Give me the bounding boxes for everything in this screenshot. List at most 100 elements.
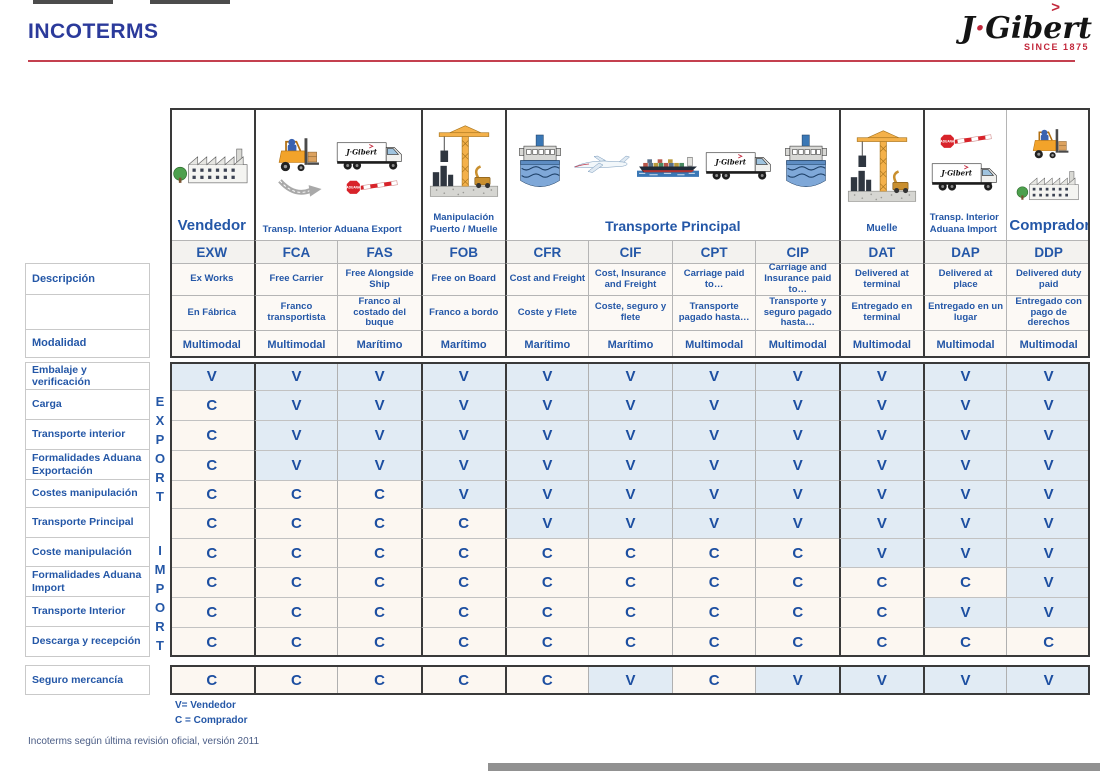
row-label: Descarga y recepción bbox=[25, 627, 150, 657]
matrix-cell: V bbox=[922, 597, 1007, 627]
matrix-cell: C bbox=[755, 627, 840, 657]
matrix-cell: C bbox=[337, 480, 421, 508]
matrix-cell: V bbox=[588, 665, 672, 695]
name-es-cell: Transporte y seguro pagado hasta… bbox=[755, 295, 840, 330]
matrix-cell: V bbox=[839, 665, 923, 695]
matrix-cell: V bbox=[504, 450, 589, 480]
descripcion-label: Descripción bbox=[25, 263, 150, 295]
header-group-label: Transp. Interior Aduana Import bbox=[929, 212, 999, 235]
header-group-icons bbox=[1007, 108, 1090, 216]
header-group-icons bbox=[841, 108, 923, 222]
header-group-icons bbox=[256, 108, 421, 223]
header-group-icons bbox=[925, 108, 1007, 211]
row-label: Transporte interior bbox=[25, 420, 150, 450]
matrix-cell: V bbox=[922, 450, 1007, 480]
header-group: Muelle bbox=[839, 108, 923, 240]
matrix-cell: C bbox=[170, 508, 254, 538]
matrix-cell: V bbox=[588, 420, 672, 450]
crane-icon bbox=[429, 113, 499, 211]
header-group: Transp. Interior Aduana Export bbox=[253, 108, 421, 240]
scan-artifact bbox=[488, 763, 1100, 771]
name-en-cell: Cost, Insurance and Freight bbox=[588, 263, 672, 295]
matrix-cell: C bbox=[755, 538, 840, 567]
matrix-cell: V bbox=[922, 390, 1007, 420]
matrix-cell: C bbox=[839, 627, 923, 657]
factory-icon bbox=[1013, 165, 1085, 203]
factory-icon bbox=[173, 140, 251, 188]
matrix-cell: V bbox=[1006, 420, 1090, 450]
matrix-cell: C bbox=[588, 567, 672, 597]
modalidad-cell: Multimodal bbox=[839, 330, 923, 358]
crane-icon bbox=[847, 118, 917, 216]
matrix-cell: V bbox=[337, 390, 421, 420]
code-cell: DAP bbox=[922, 240, 1007, 263]
matrix-cell: C bbox=[337, 597, 421, 627]
matrix-cell: V bbox=[922, 665, 1007, 695]
modalidad-cell: Multimodal bbox=[1006, 330, 1090, 358]
forklift-icon bbox=[1026, 126, 1072, 162]
row-label: Formalidades Aduana Import bbox=[25, 567, 150, 597]
matrix-cell: V bbox=[504, 362, 589, 390]
matrix-cell: V bbox=[504, 420, 589, 450]
matrix-cell: V bbox=[588, 480, 672, 508]
modalidad-label: Modalidad bbox=[25, 330, 150, 358]
name-es-cell: Franco transportista bbox=[253, 295, 338, 330]
matrix-cell: V bbox=[1006, 362, 1090, 390]
matrix-cell: C bbox=[170, 627, 254, 657]
matrix-cell: C bbox=[170, 665, 254, 695]
matrix-cell: V bbox=[755, 450, 840, 480]
header-group: Vendedor bbox=[170, 108, 254, 240]
matrix-cell: V bbox=[755, 362, 840, 390]
matrix-cell: C bbox=[588, 538, 672, 567]
matrix-cell: V bbox=[755, 480, 840, 508]
matrix-cell: V bbox=[588, 390, 672, 420]
row-label: Embalaje y verificación bbox=[25, 362, 150, 390]
matrix-cell: C bbox=[671, 665, 756, 695]
matrix-cell: V bbox=[755, 390, 840, 420]
matrix-cell: V bbox=[504, 390, 589, 420]
matrix-cell: V bbox=[337, 420, 421, 450]
matrix-cell: V bbox=[1006, 480, 1090, 508]
matrix-cell: C bbox=[420, 665, 505, 695]
name-es-cell: Franco a bordo bbox=[420, 295, 505, 330]
matrix-cell: C bbox=[337, 627, 421, 657]
matrix-cell: C bbox=[504, 567, 589, 597]
matrix-cell: C bbox=[253, 567, 338, 597]
row-label: Coste manipulación bbox=[25, 538, 150, 567]
matrix-cell: C bbox=[839, 567, 923, 597]
matrix-cell: C bbox=[420, 567, 505, 597]
row-label: Transporte Interior bbox=[25, 597, 150, 627]
matrix-cell: C bbox=[253, 480, 338, 508]
matrix-cell: V bbox=[922, 538, 1007, 567]
logo-tagline: SINCE 1875 bbox=[1023, 42, 1089, 52]
matrix-cell: V bbox=[1006, 538, 1090, 567]
matrix-cell: C bbox=[671, 597, 756, 627]
matrix-cell: C bbox=[671, 567, 756, 597]
matrix-cell: V bbox=[755, 508, 840, 538]
airplane-icon bbox=[571, 152, 631, 178]
matrix-cell: V bbox=[588, 450, 672, 480]
matrix-cell: V bbox=[671, 508, 756, 538]
row-label: Costes manipulación bbox=[25, 480, 150, 508]
matrix-cell: C bbox=[1006, 627, 1090, 657]
customs-barrier-icon bbox=[938, 130, 994, 155]
matrix-cell: V bbox=[671, 362, 756, 390]
code-cell: FOB bbox=[420, 240, 505, 263]
matrix-cell: V bbox=[922, 420, 1007, 450]
name-es-cell: Entregado con pago de derechos bbox=[1006, 295, 1090, 330]
matrix-cell: V bbox=[253, 362, 338, 390]
matrix-cell: V bbox=[839, 508, 923, 538]
logo-dot: · bbox=[974, 11, 986, 46]
matrix-cell: C bbox=[337, 665, 421, 695]
matrix-cell: V bbox=[839, 420, 923, 450]
matrix-cell: C bbox=[253, 665, 338, 695]
code-cell: DAT bbox=[839, 240, 923, 263]
name-en-cell: Free on Board bbox=[420, 263, 505, 295]
name-en-cell: Free Carrier bbox=[253, 263, 338, 295]
name-en-cell: Carriage and Insurance paid to… bbox=[755, 262, 840, 295]
header-group-label: Vendedor bbox=[177, 217, 246, 234]
matrix-cell: C bbox=[588, 627, 672, 657]
matrix-cell: V bbox=[1006, 390, 1090, 420]
matrix-cell: V bbox=[922, 508, 1007, 538]
